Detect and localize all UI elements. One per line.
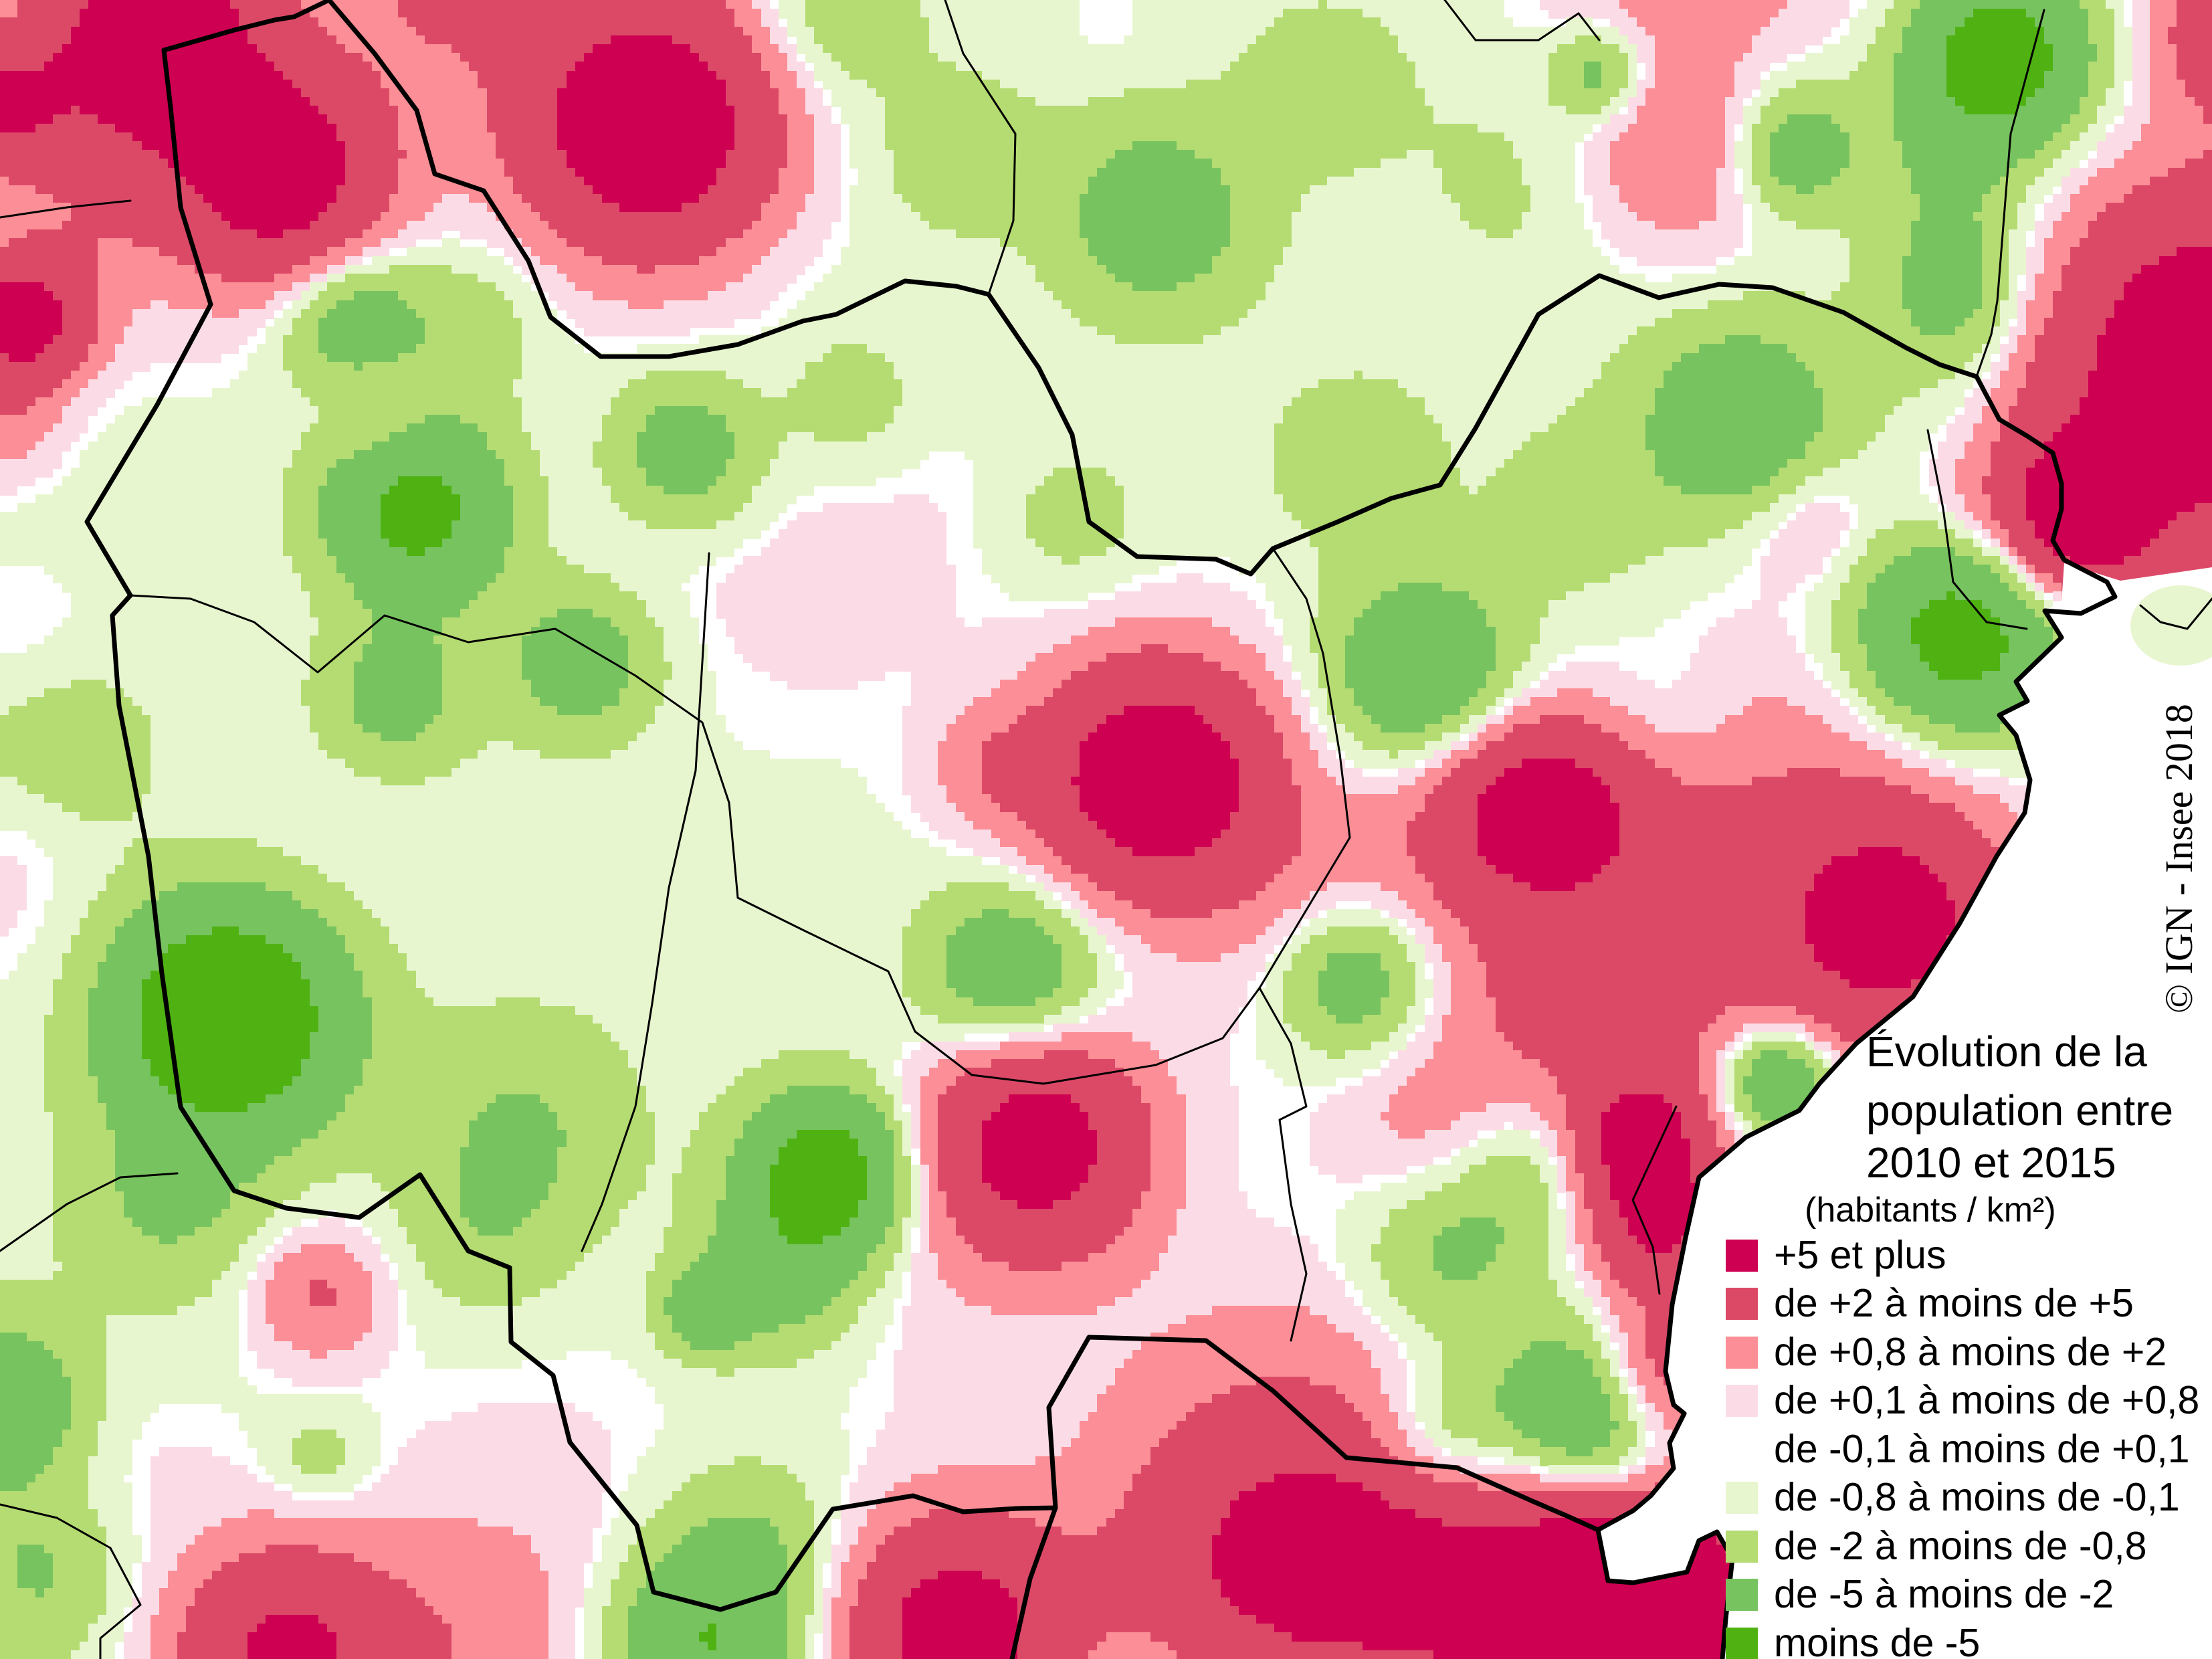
svg-text:de +2 à moins de +5: de +2 à moins de +5 bbox=[1774, 1281, 2134, 1325]
svg-text:de -0,1 à moins de +0,1: de -0,1 à moins de +0,1 bbox=[1774, 1427, 2190, 1471]
svg-text:(habitants / km²): (habitants / km²) bbox=[1805, 1191, 2056, 1230]
svg-text:population entre: population entre bbox=[1866, 1086, 2173, 1135]
svg-text:Évolution de la: Évolution de la bbox=[1866, 1028, 2147, 1076]
svg-text:+5 et plus: +5 et plus bbox=[1774, 1233, 1946, 1277]
svg-text:2010 et 2015: 2010 et 2015 bbox=[1866, 1139, 2116, 1187]
svg-text:moins de -5: moins de -5 bbox=[1774, 1621, 1980, 1659]
svg-text:© IGN - Insee 2018: © IGN - Insee 2018 bbox=[2157, 704, 2201, 1013]
svg-text:de +0,1 à moins de +0,8: de +0,1 à moins de +0,8 bbox=[1774, 1378, 2199, 1422]
svg-text:de -0,8 à moins de -0,1: de -0,8 à moins de -0,1 bbox=[1774, 1475, 2180, 1519]
svg-text:de -5 à moins de -2: de -5 à moins de -2 bbox=[1774, 1572, 2114, 1616]
svg-text:de +0,8 à moins de +2: de +0,8 à moins de +2 bbox=[1774, 1330, 2167, 1374]
svg-text:de -2 à moins de -0,8: de -2 à moins de -0,8 bbox=[1774, 1524, 2147, 1568]
